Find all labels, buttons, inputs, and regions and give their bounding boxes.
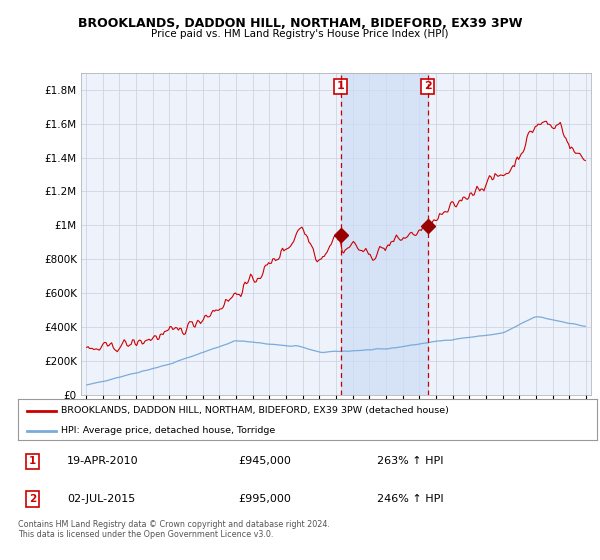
Text: 2: 2: [424, 81, 431, 91]
Text: 1: 1: [29, 456, 36, 466]
Text: 263% ↑ HPI: 263% ↑ HPI: [377, 456, 443, 466]
Text: 19-APR-2010: 19-APR-2010: [67, 456, 139, 466]
Text: Price paid vs. HM Land Registry's House Price Index (HPI): Price paid vs. HM Land Registry's House …: [151, 29, 449, 39]
Text: HPI: Average price, detached house, Torridge: HPI: Average price, detached house, Torr…: [61, 426, 275, 435]
Text: 02-JUL-2015: 02-JUL-2015: [67, 494, 136, 504]
Text: £995,000: £995,000: [238, 494, 291, 504]
Text: £945,000: £945,000: [238, 456, 291, 466]
Bar: [341, 73, 428, 395]
Text: Contains HM Land Registry data © Crown copyright and database right 2024.
This d: Contains HM Land Registry data © Crown c…: [18, 520, 330, 539]
Text: 2: 2: [29, 494, 36, 504]
Text: BROOKLANDS, DADDON HILL, NORTHAM, BIDEFORD, EX39 3PW: BROOKLANDS, DADDON HILL, NORTHAM, BIDEFO…: [78, 17, 522, 30]
Text: BROOKLANDS, DADDON HILL, NORTHAM, BIDEFORD, EX39 3PW (detached house): BROOKLANDS, DADDON HILL, NORTHAM, BIDEFO…: [61, 406, 449, 415]
Text: 1: 1: [337, 81, 345, 91]
Text: 246% ↑ HPI: 246% ↑ HPI: [377, 494, 443, 504]
